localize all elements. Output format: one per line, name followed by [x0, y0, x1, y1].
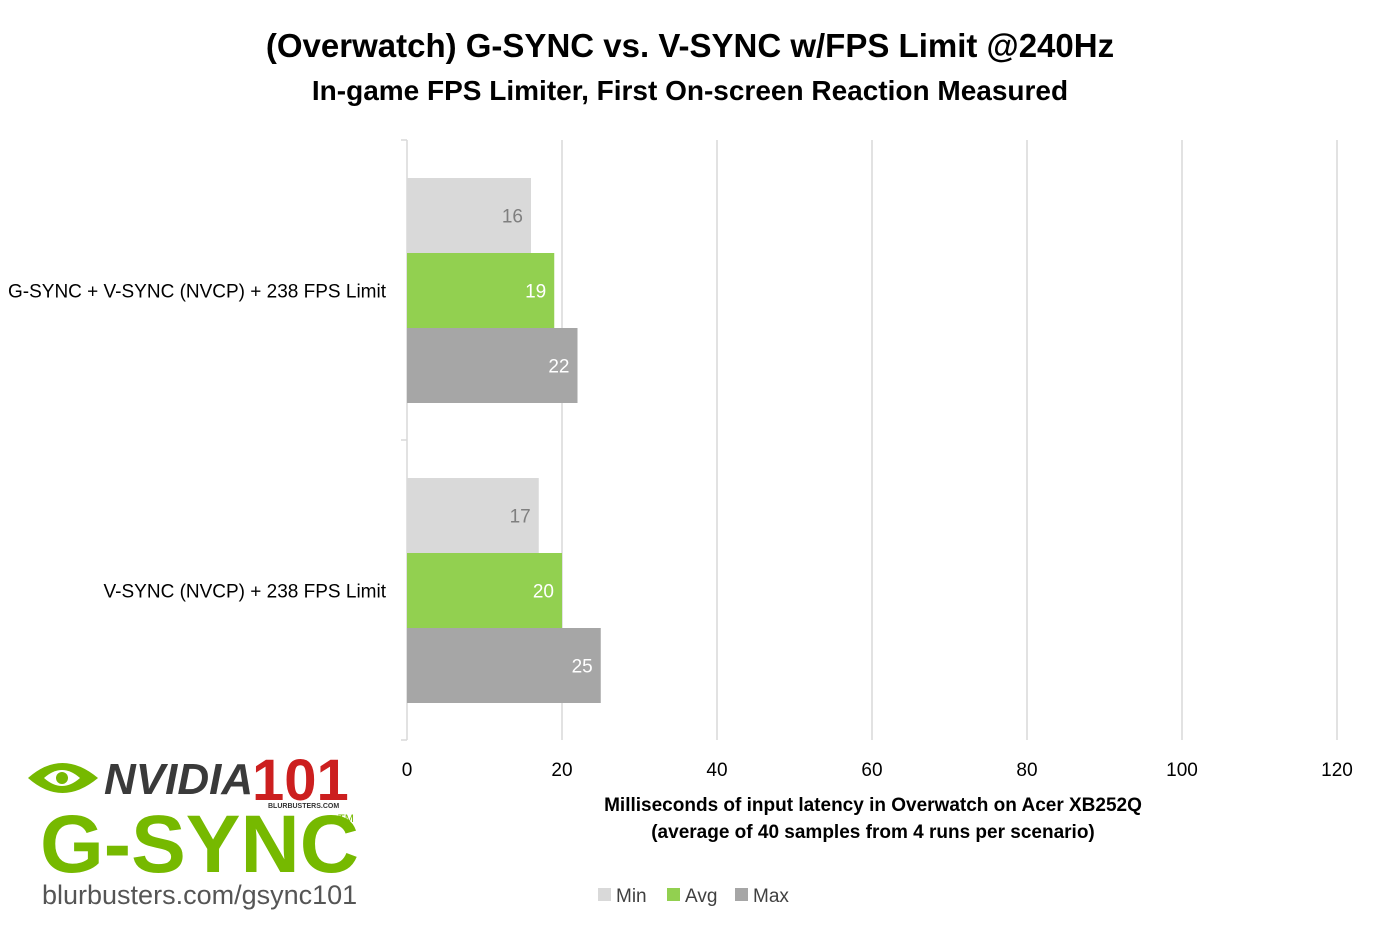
bar-max	[407, 628, 601, 703]
legend: Min Avg Max	[598, 886, 789, 907]
bar-avg	[407, 253, 555, 328]
x-tick-label: 80	[1016, 760, 1037, 781]
category-label: V-SYNC (NVCP) + 238 FPS Limit	[104, 582, 387, 603]
x-axis-title-line1: Milliseconds of input latency in Overwat…	[604, 795, 1142, 816]
bar-max	[407, 328, 578, 403]
logo-url: blurbusters.com/gsync101	[42, 880, 357, 910]
chart-title: (Overwatch) G-SYNC vs. V-SYNC w/FPS Limi…	[266, 27, 1114, 64]
nvidia-wordmark: NVIDIA	[104, 755, 253, 804]
legend-swatch-avg	[667, 888, 680, 901]
legend-swatch-min	[598, 888, 611, 901]
category-label: G-SYNC + V-SYNC (NVCP) + 238 FPS Limit	[8, 282, 387, 303]
x-tick-label: 100	[1166, 760, 1198, 781]
bar-data-label: 17	[510, 507, 531, 528]
legend-label-avg: Avg	[685, 886, 717, 907]
x-axis-title-line2: (average of 40 samples from 4 runs per s…	[651, 822, 1095, 843]
x-tick-label: 0	[402, 760, 413, 781]
legend-swatch-max	[735, 888, 748, 901]
logo-blurbusters: BLURBUSTERS.COM	[268, 803, 339, 810]
bar-data-label: 19	[525, 282, 546, 303]
logo-101: 101	[252, 748, 349, 813]
bar-avg	[407, 553, 562, 628]
x-tick-label: 120	[1321, 760, 1353, 781]
bar-data-label: 20	[533, 582, 554, 603]
x-tick-label: 20	[551, 760, 572, 781]
bar-data-label: 22	[548, 357, 569, 378]
plot-area: 0 20 40 60 80 100 120 16 19 22 G-SYNC + V-SYNC (NV…	[8, 139, 1353, 781]
logo-tm: TM	[338, 813, 354, 825]
bar-min	[407, 478, 539, 553]
x-tick-label: 40	[706, 760, 727, 781]
legend-label-min: Min	[616, 886, 647, 907]
chart-subtitle: In-game FPS Limiter, First On-screen Rea…	[312, 75, 1068, 106]
bar-data-label: 25	[572, 657, 593, 678]
nvidia-eye-icon	[28, 763, 98, 793]
bar-data-label: 16	[502, 207, 523, 228]
logo-gsync: G-SYNC	[40, 799, 359, 890]
legend-label-max: Max	[753, 886, 789, 907]
x-tick-label: 60	[861, 760, 882, 781]
bar-min	[407, 178, 531, 253]
nvidia-gsync-logo: NVIDIA 101 BLURBUSTERS.COM G-SYNC TM blu…	[28, 748, 359, 910]
